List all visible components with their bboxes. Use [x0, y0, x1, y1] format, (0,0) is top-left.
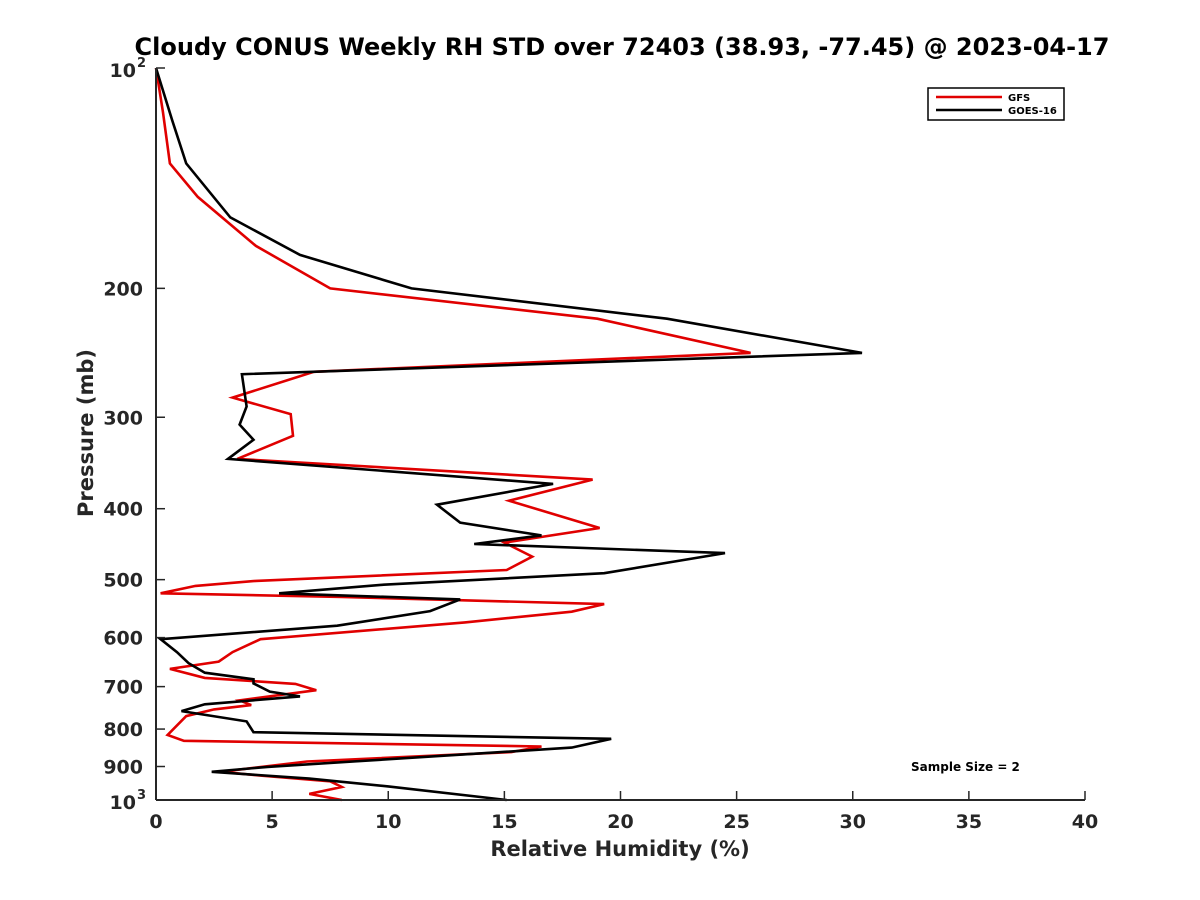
- chart-title: Cloudy CONUS Weekly RH STD over 72403 (3…: [135, 33, 1110, 61]
- x-tick-label: 10: [375, 811, 401, 833]
- series-line-goes16: [154, 67, 863, 802]
- y-tick-label-exponent: 2: [137, 56, 146, 71]
- legend-box: [927, 87, 1065, 121]
- y-tick-label: 600: [103, 628, 143, 650]
- x-tick-label: 15: [491, 811, 517, 833]
- legend: GFS GOES-16: [927, 87, 1065, 121]
- plot-area: 0 5 10 15 20 25 30 35 40 10 220030040050060070080…: [103, 56, 1098, 833]
- y-tick-label: 10: [110, 792, 136, 814]
- y-tick-label: 800: [103, 719, 143, 741]
- y-tick-label: 900: [103, 757, 143, 779]
- y-tick-label: 500: [103, 570, 143, 592]
- x-tick-label: 30: [840, 811, 866, 833]
- x-tick-label: 20: [607, 811, 633, 833]
- x-tick-label: 25: [723, 811, 749, 833]
- legend-label-goes16: GOES-16: [1008, 106, 1057, 117]
- y-tick-label-exponent: 3: [137, 788, 146, 803]
- x-ticks: 0 5 10 15 20 25 30 35 40: [149, 791, 1098, 833]
- x-tick-label: 35: [956, 811, 982, 833]
- sample-size-annotation: Sample Size = 2: [911, 760, 1020, 774]
- y-tick-label: 300: [103, 407, 143, 429]
- legend-label-gfs: GFS: [1008, 93, 1030, 104]
- x-axis-label: Relative Humidity (%): [490, 837, 749, 861]
- series-layer: [154, 67, 863, 802]
- x-tick-label: 40: [1072, 811, 1098, 833]
- y-tick-label: 200: [103, 278, 143, 300]
- y-tick-label: 400: [103, 499, 143, 521]
- y-axis-label: Pressure (mb): [74, 349, 98, 517]
- x-tick-label: 5: [266, 811, 279, 833]
- x-tick-label: 0: [149, 811, 162, 833]
- y-tick-label: 10: [110, 60, 136, 82]
- y-tick-label: 700: [103, 677, 143, 699]
